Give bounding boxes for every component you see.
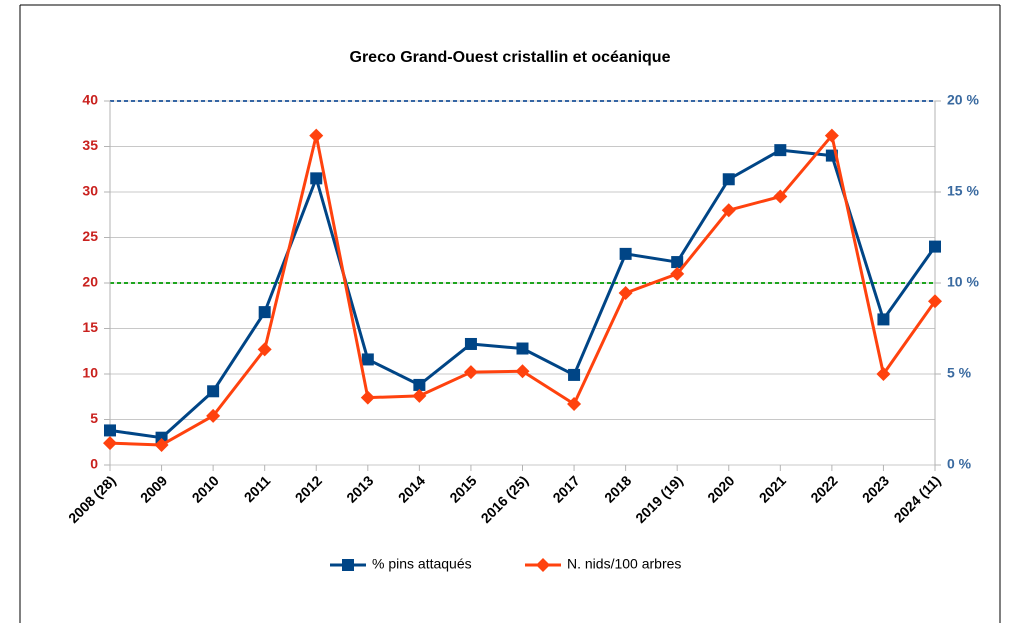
marker — [207, 385, 220, 398]
marker — [103, 436, 117, 451]
marker — [824, 128, 839, 143]
x-tick-label: 2019 (19) — [632, 472, 686, 526]
x-tick-label: 2015 — [446, 472, 479, 505]
y-tick-label: 40 — [82, 92, 98, 108]
x-tick-label: 2014 — [395, 472, 428, 505]
marker — [876, 367, 891, 381]
marker — [464, 337, 477, 350]
marker — [257, 342, 272, 357]
marker — [413, 378, 426, 391]
marker — [568, 368, 581, 381]
y-tick-label: 5 — [90, 410, 98, 426]
x-tick-label: 2008 (28) — [65, 472, 119, 526]
marker — [342, 559, 354, 571]
y2-tick-label: 20 % — [947, 92, 979, 108]
marker — [774, 144, 787, 157]
x-tick-label: 2020 — [704, 472, 737, 505]
y-tick-label: 15 — [82, 319, 98, 335]
chart-title: Greco Grand-Ouest cristallin et océaniqu… — [350, 49, 671, 66]
y-tick-label: 25 — [82, 228, 98, 244]
marker — [206, 408, 221, 423]
legend-label: % pins attaqués — [372, 556, 472, 572]
legend-label: N. nids/100 arbres — [567, 556, 681, 572]
marker — [516, 342, 529, 355]
x-tick-label: 2016 (25) — [478, 472, 532, 526]
marker — [463, 365, 478, 380]
marker — [877, 313, 890, 326]
marker — [567, 397, 582, 412]
marker — [412, 388, 427, 403]
marker — [722, 173, 735, 186]
x-tick-label: 2023 — [859, 472, 892, 505]
y2-tick-label: 10 % — [947, 274, 979, 290]
marker — [361, 353, 374, 366]
x-tick-label: 2009 — [137, 472, 170, 505]
x-tick-label: 2018 — [601, 472, 634, 505]
x-tick-label: 2021 — [756, 472, 789, 505]
marker — [310, 172, 323, 185]
y2-tick-label: 5 % — [947, 365, 972, 381]
x-tick-label: 2012 — [292, 472, 325, 505]
marker — [929, 240, 941, 253]
y2-tick-label: 0 % — [947, 456, 972, 472]
marker — [154, 437, 169, 452]
y2-tick-label: 15 % — [947, 183, 979, 199]
x-tick-label: 2010 — [189, 472, 222, 505]
x-tick-label: 2013 — [343, 472, 376, 505]
marker — [670, 266, 685, 281]
marker — [360, 390, 375, 405]
y-tick-label: 30 — [82, 183, 98, 199]
marker — [721, 203, 736, 218]
x-tick-label: 2022 — [807, 472, 840, 505]
marker — [619, 247, 632, 260]
marker — [671, 256, 684, 269]
x-tick-label: 2011 — [241, 472, 274, 505]
marker — [515, 364, 530, 379]
y-tick-label: 35 — [82, 137, 98, 153]
marker — [618, 286, 633, 301]
marker — [536, 558, 550, 572]
marker — [258, 306, 271, 319]
series-line — [109, 134, 937, 447]
marker — [104, 424, 116, 437]
marker — [309, 128, 324, 143]
x-tick-label: 2024 (11) — [891, 472, 944, 525]
y-tick-label: 0 — [90, 456, 98, 472]
x-tick-label: 2017 — [549, 472, 582, 505]
series-line — [109, 148, 937, 440]
y-tick-label: 10 — [82, 365, 98, 381]
y-tick-label: 20 — [82, 274, 98, 290]
marker — [155, 431, 168, 444]
marker — [928, 294, 942, 309]
marker — [773, 189, 788, 204]
